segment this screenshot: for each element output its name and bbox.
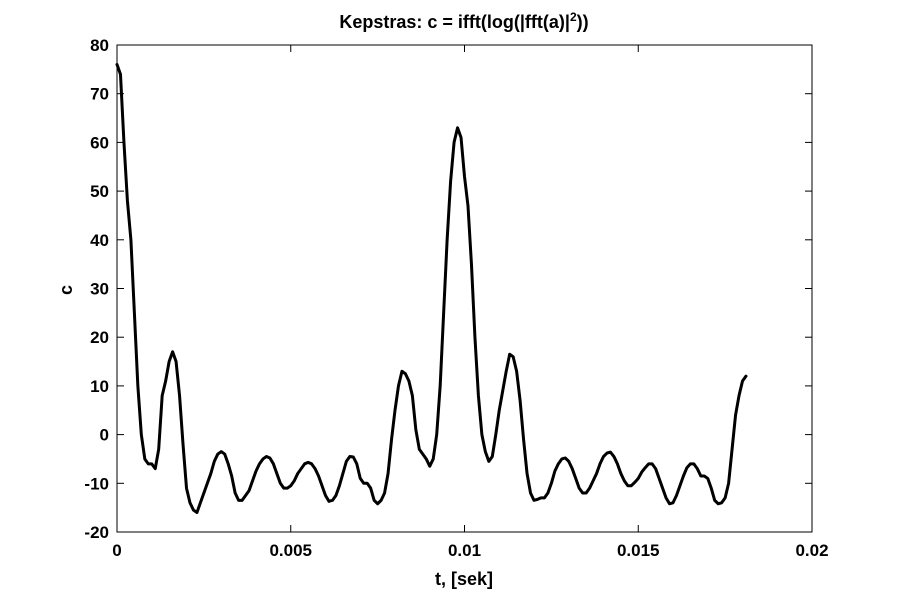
x-tick-label: 0.01 <box>448 541 481 560</box>
y-tick-label: 50 <box>90 182 109 201</box>
y-tick-label: 70 <box>90 85 109 104</box>
chart-title-superscript: 2 <box>570 10 577 24</box>
chart-title-suffix: )) <box>577 12 589 32</box>
x-tick-label: 0.02 <box>795 541 828 560</box>
y-tick-label: 0 <box>100 426 109 445</box>
x-tick-label: 0.015 <box>617 541 660 560</box>
x-axis-label: t, [sek] <box>435 569 493 589</box>
x-tick-label: 0 <box>112 541 121 560</box>
y-axis-ticks: -20 -10 0 10 20 30 40 50 60 70 80 <box>84 36 812 542</box>
y-tick-label: 40 <box>90 231 109 250</box>
chart-title-prefix: Kepstras: c = ifft(log(|fft(a)| <box>339 12 570 32</box>
y-tick-label: -20 <box>84 523 109 542</box>
x-tick-label: 0.005 <box>269 541 312 560</box>
chart-title: Kepstras: c = ifft(log(|fft(a)|2)) <box>339 10 588 32</box>
y-tick-label: 20 <box>90 328 109 347</box>
y-tick-label: -10 <box>84 474 109 493</box>
y-axis-label: c <box>56 285 76 295</box>
y-tick-label: 30 <box>90 280 109 299</box>
cepstrum-series-line <box>115 62 748 515</box>
y-tick-label: 10 <box>90 377 109 396</box>
x-axis-ticks: 0 0.005 0.01 0.015 0.02 <box>112 45 829 560</box>
y-tick-label: 80 <box>90 36 109 55</box>
plot-area <box>116 44 813 533</box>
y-tick-label: 60 <box>90 133 109 152</box>
